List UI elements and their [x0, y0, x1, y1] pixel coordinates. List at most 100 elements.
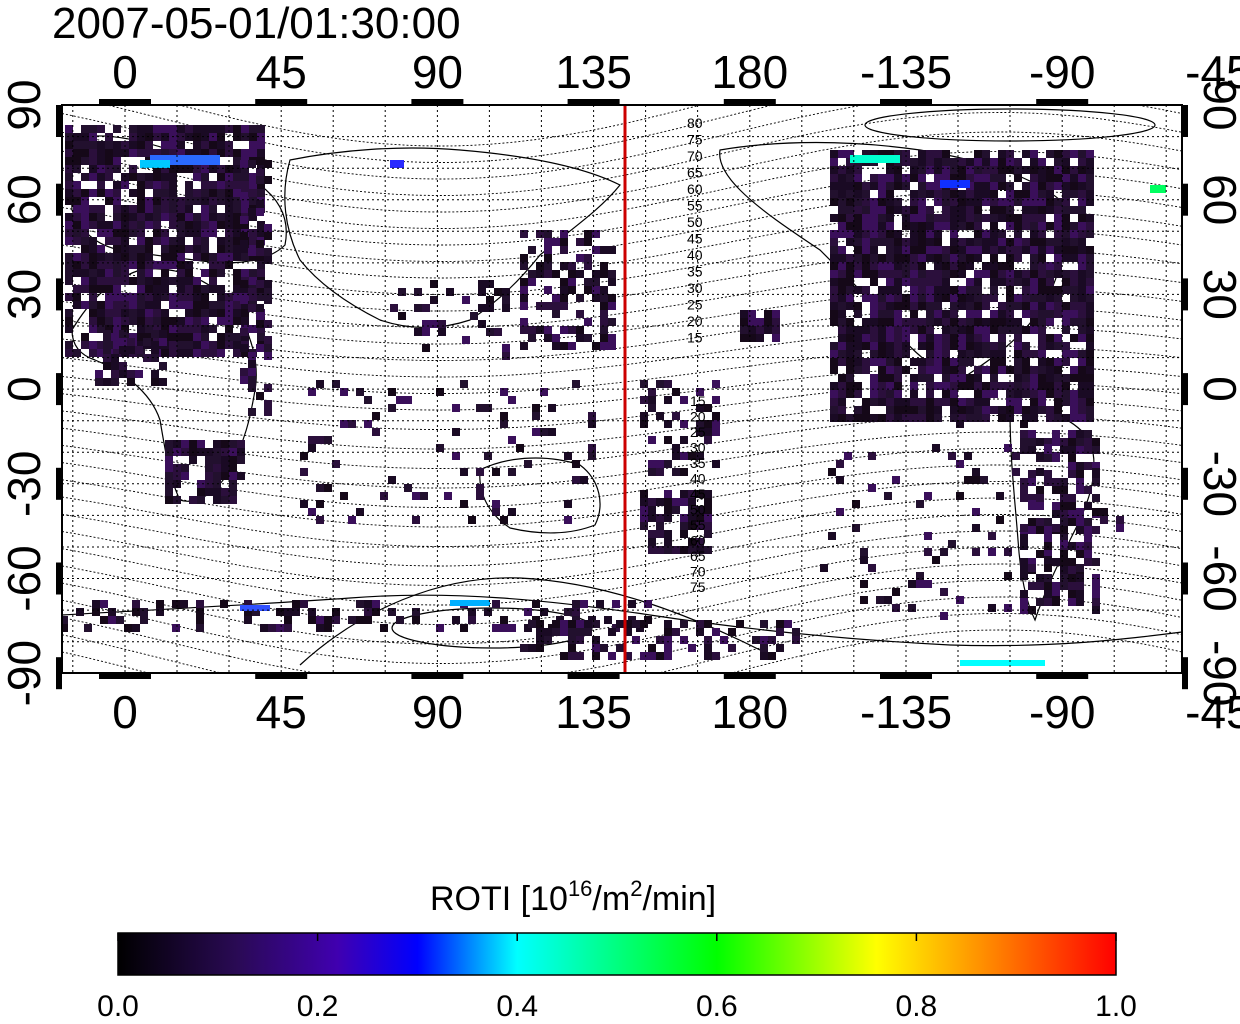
roti-cell [680, 420, 688, 428]
roti-cell [1030, 198, 1038, 206]
roti-cell [1068, 446, 1076, 454]
roti-cell [1086, 406, 1094, 414]
roti-cell [1068, 598, 1076, 606]
roti-cell [264, 224, 272, 232]
roti-cell [696, 404, 704, 412]
roti-cell [648, 538, 656, 546]
roti-cell [209, 125, 217, 133]
roti-cell [664, 380, 672, 388]
roti-cell [233, 221, 241, 229]
roti-cell [137, 285, 145, 293]
roti-cell [862, 358, 870, 366]
roti-cell [894, 310, 902, 318]
roti-cell [209, 269, 217, 277]
roti-cell [838, 294, 846, 302]
roti-cell [1086, 166, 1094, 174]
roti-cell [580, 476, 588, 484]
roti-cell [145, 181, 153, 189]
roti-cell [838, 254, 846, 262]
roti-cell [105, 173, 113, 181]
roti-cell [169, 125, 177, 133]
roti-cell [264, 232, 272, 240]
roti-cell [103, 346, 111, 354]
roti-cell [308, 508, 316, 516]
roti-cell [1078, 190, 1086, 198]
roti-cell [966, 278, 974, 286]
roti-cell [966, 342, 974, 350]
roti-cell [886, 150, 894, 158]
roti-cell [918, 182, 926, 190]
roti-cell [926, 246, 934, 254]
roti-cell [452, 428, 460, 436]
roti-cell [854, 190, 862, 198]
roti-cell [572, 460, 580, 468]
roti-cell [1020, 478, 1028, 486]
roti-cell [1078, 382, 1086, 390]
roti-cell [1092, 574, 1100, 582]
roti-cell [173, 440, 181, 448]
roti-cell [256, 320, 264, 328]
roti-cell [244, 600, 252, 608]
roti-cell [193, 221, 201, 229]
roti-cell [966, 246, 974, 254]
roti-cell [137, 133, 145, 141]
roti-cell [145, 213, 153, 221]
lon-tick-top: 90 [412, 46, 463, 98]
roti-cell [89, 189, 97, 197]
roti-cell [201, 285, 209, 293]
roti-cell [672, 506, 680, 514]
roti-cell [276, 624, 284, 632]
roti-cell [870, 262, 878, 270]
roti-cell [1092, 438, 1100, 446]
roti-cell [982, 342, 990, 350]
roti-cell [97, 125, 105, 133]
roti-cell [990, 230, 998, 238]
roti-cell [520, 230, 528, 238]
roti-cell [998, 198, 1006, 206]
roti-cell [640, 522, 648, 530]
roti-cell [830, 358, 838, 366]
roti-cell [902, 270, 910, 278]
lat-tick-right: -60 [1194, 545, 1240, 611]
roti-cell [974, 270, 982, 278]
roti-cell [1028, 526, 1036, 534]
roti-cell [862, 294, 870, 302]
roti-cell [1006, 214, 1014, 222]
roti-cell [950, 390, 958, 398]
roti-cell [886, 214, 894, 222]
roti-cell [257, 253, 265, 261]
roti-cell [260, 624, 268, 632]
roti-cell [452, 404, 460, 412]
roti-cell [870, 374, 878, 382]
roti-cell [177, 349, 185, 357]
roti-cell [193, 317, 201, 325]
roti-cell [712, 412, 720, 420]
roti-cell [894, 414, 902, 422]
roti-cell [1054, 182, 1062, 190]
roti-cell [159, 338, 167, 346]
roti-cell [1046, 190, 1054, 198]
roti-cell [484, 452, 492, 460]
roti-cell [1062, 206, 1070, 214]
roti-cell [966, 374, 974, 382]
roti-cell [926, 310, 934, 318]
roti-cell [838, 206, 846, 214]
roti-cell [73, 221, 81, 229]
roti-cell-high [960, 660, 1045, 666]
roti-cell [1068, 494, 1076, 502]
roti-cell [910, 262, 918, 270]
roti-cell [92, 600, 100, 608]
roti-cell [1078, 398, 1086, 406]
roti-cell [748, 310, 756, 318]
roti-cell [256, 344, 264, 352]
roti-cell [568, 628, 576, 636]
roti-cell [233, 309, 241, 317]
roti-cell [608, 318, 616, 326]
roti-cell [89, 253, 97, 261]
roti-cell [830, 302, 838, 310]
roti-cell [894, 278, 902, 286]
roti-cell [1086, 390, 1094, 398]
roti-cell [640, 396, 648, 404]
contour-label: 30 [690, 440, 706, 456]
roti-cell [1028, 500, 1036, 508]
